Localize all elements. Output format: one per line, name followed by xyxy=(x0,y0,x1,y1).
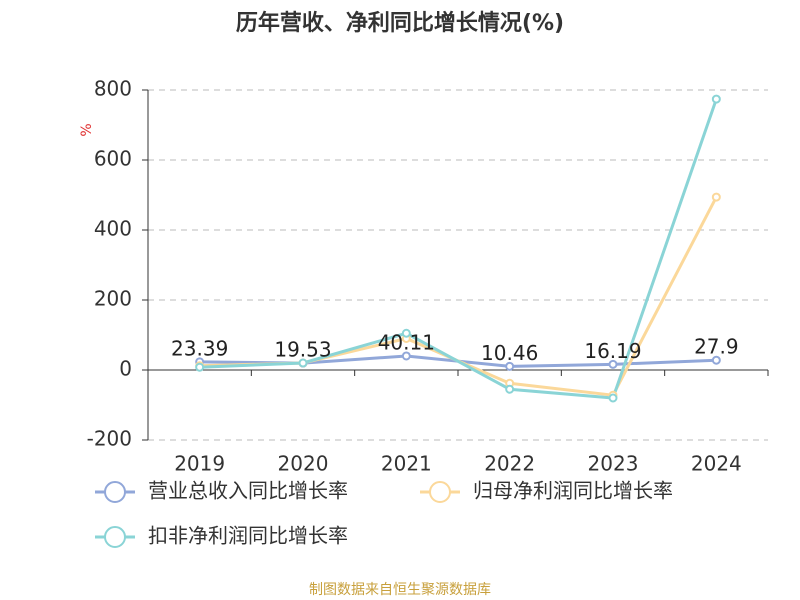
data-point xyxy=(711,192,721,202)
data-point xyxy=(711,355,721,365)
legend-label: 归母净利润同比增长率 xyxy=(473,479,673,503)
legend-label: 营业总收入同比增长率 xyxy=(148,479,348,503)
x-tick-label: 2024 xyxy=(691,452,742,476)
series-line xyxy=(199,98,718,400)
legend-label: 扣非净利润同比增长率 xyxy=(148,524,348,548)
data-point xyxy=(298,358,308,368)
y-tick-label: 400 xyxy=(94,217,132,241)
legend-marker xyxy=(104,481,126,503)
y-tick-label: -200 xyxy=(87,427,132,451)
data-label: 16.19 xyxy=(584,339,641,363)
legend-marker xyxy=(104,526,126,548)
x-tick-label: 2022 xyxy=(484,452,535,476)
y-tick-label: 600 xyxy=(94,147,132,171)
data-label: 10.46 xyxy=(481,341,538,365)
x-tick-label: 2021 xyxy=(381,452,432,476)
data-point xyxy=(505,361,515,371)
data-point xyxy=(195,362,205,372)
data-point xyxy=(505,384,515,394)
y-tick-label: 0 xyxy=(119,357,132,381)
data-point xyxy=(608,393,618,403)
data-label: 40.11 xyxy=(378,330,435,354)
x-tick-label: 2023 xyxy=(588,452,639,476)
y-axis-label: % xyxy=(79,123,95,136)
x-tick-label: 2019 xyxy=(174,452,225,476)
y-tick-label: 200 xyxy=(94,287,132,311)
legend-marker xyxy=(429,481,451,503)
data-point xyxy=(401,351,411,361)
chart-title: 历年营收、净利同比增长情况(%) xyxy=(236,10,564,36)
data-label: 23.39 xyxy=(171,336,228,360)
y-tick-label: 800 xyxy=(94,77,132,101)
data-label: 19.53 xyxy=(274,338,331,362)
data-point xyxy=(401,328,411,338)
data-label: 27.9 xyxy=(694,335,739,359)
data-point xyxy=(608,359,618,369)
x-tick-label: 2020 xyxy=(278,452,329,476)
source-note: 制图数据来自恒生聚源数据库 xyxy=(309,582,491,598)
data-point xyxy=(711,94,721,104)
